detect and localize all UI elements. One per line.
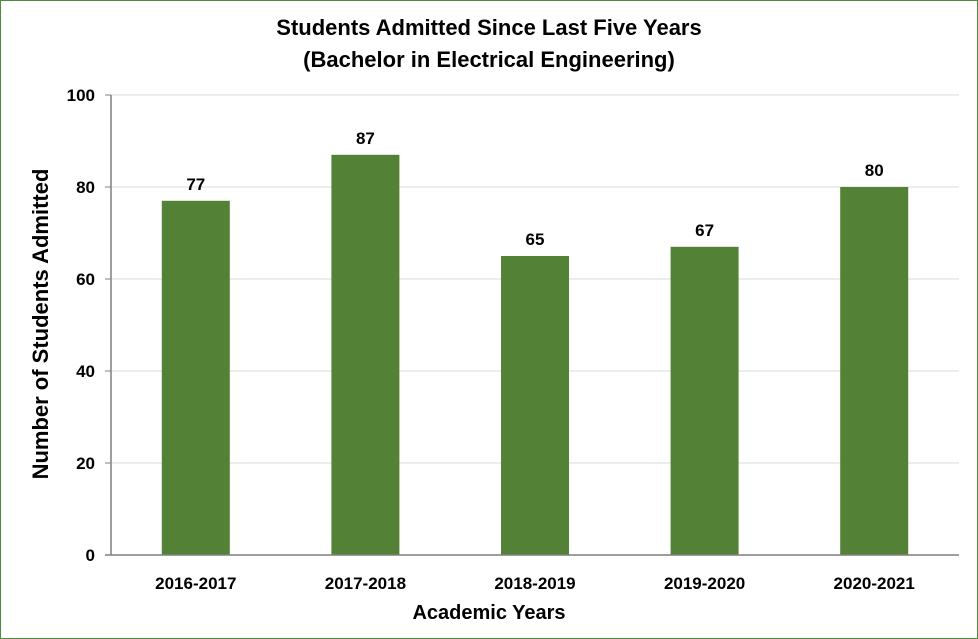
bar [331,154,400,556]
x-axis-label: Academic Years [412,602,566,624]
bar-data-label: 87 [356,129,375,148]
bar-data-label: 77 [186,175,205,194]
x-tick-label: 2017-2018 [325,574,406,593]
y-tick-label: 80 [76,178,95,197]
bar [670,246,739,556]
chart-title-line-2: (Bachelor in Electrical Engineering) [303,47,675,72]
x-tick-label: 2018-2019 [494,574,575,593]
y-tick-label: 100 [67,86,95,105]
bar [501,256,569,555]
bar [840,187,909,555]
bar [161,200,230,556]
bar-data-label: 67 [695,221,714,240]
chart-title-line-1: Students Admitted Since Last Five Years [276,15,702,40]
y-tick-label: 20 [76,454,95,473]
y-tick-label: 60 [76,270,95,289]
bar-data-label: 80 [865,161,884,180]
x-tick-label: 2019-2020 [664,574,745,593]
y-tick-label: 0 [86,546,95,565]
x-tick-label: 2020-2021 [834,574,915,593]
bar-data-label: 65 [526,230,545,249]
x-tick-label: 2016-2017 [155,574,236,593]
y-tick-label: 40 [76,362,95,381]
